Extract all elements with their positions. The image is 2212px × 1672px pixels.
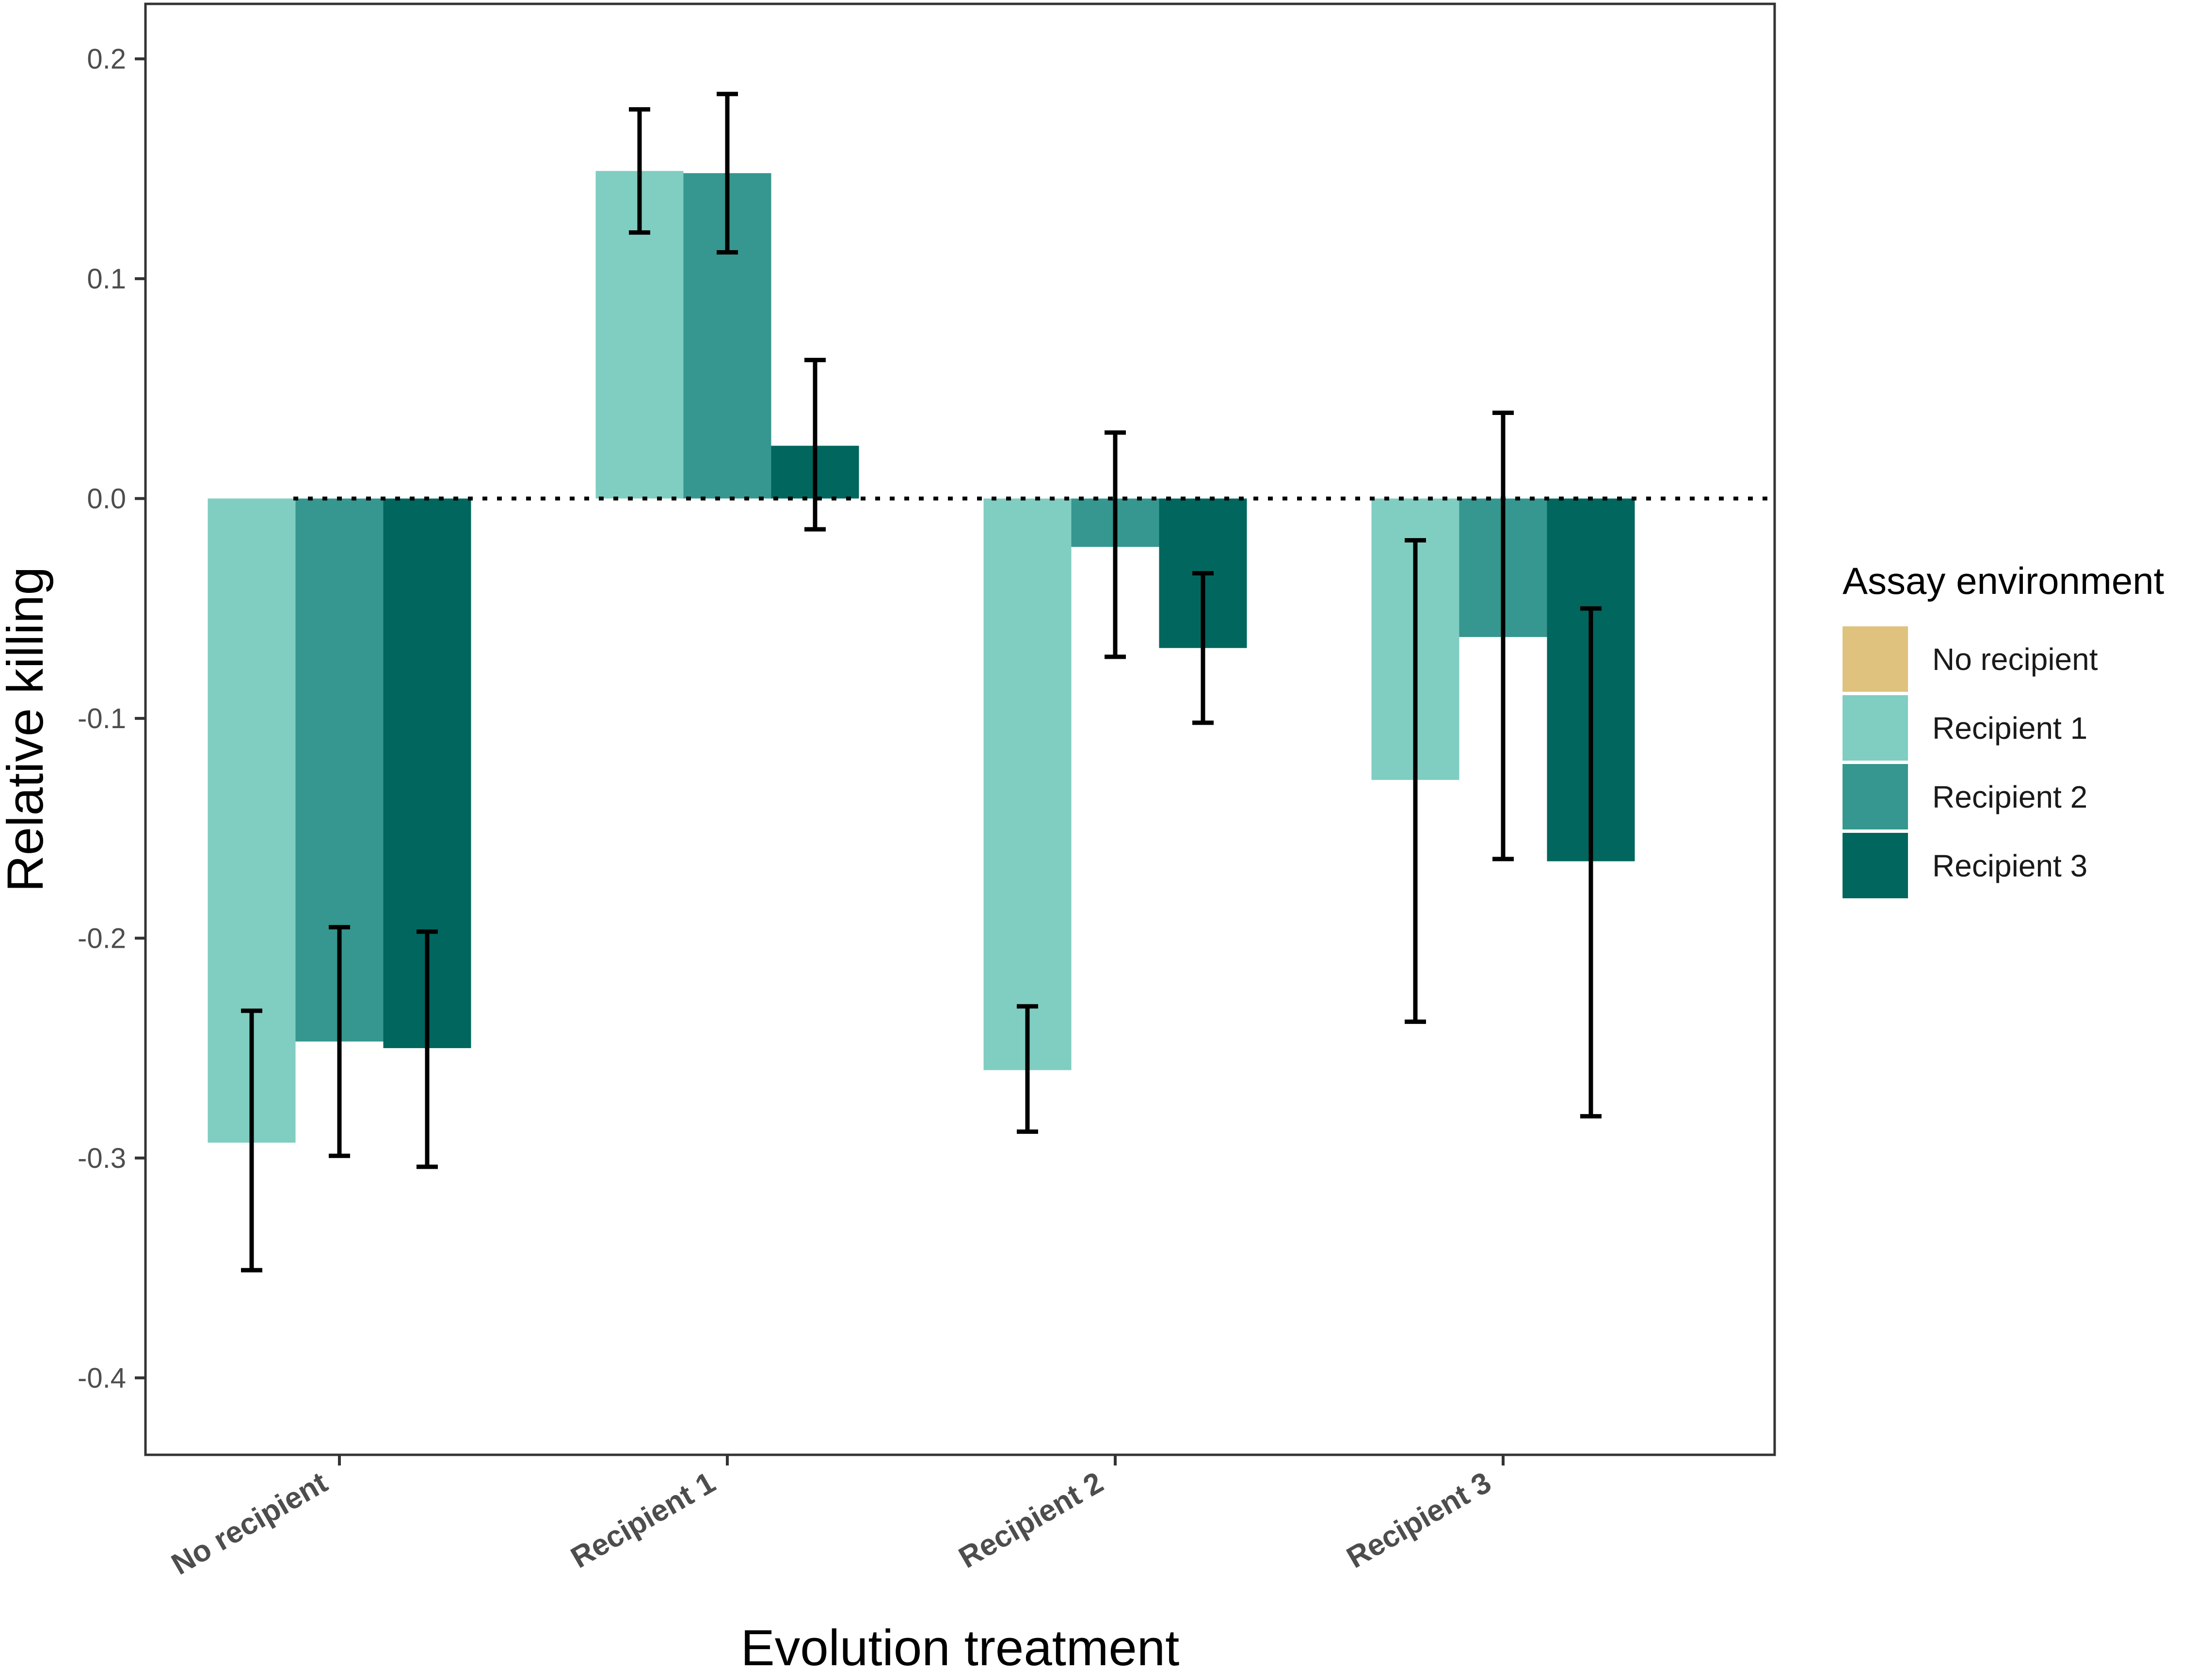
bar bbox=[983, 498, 1072, 1070]
y-tick-label: 0.2 bbox=[87, 43, 126, 75]
legend-label: Recipient 1 bbox=[1932, 711, 2087, 746]
error-bar bbox=[329, 925, 350, 1158]
error-bar bbox=[717, 92, 738, 255]
y-tick-label: -0.4 bbox=[78, 1362, 126, 1394]
legend-swatch bbox=[1843, 833, 1908, 898]
error-bar bbox=[1580, 606, 1602, 1119]
legend-swatch bbox=[1843, 626, 1908, 692]
y-axis-title: Relative killing bbox=[0, 567, 54, 892]
legend-item: No recipient bbox=[1843, 626, 2098, 692]
y-tick-label: -0.1 bbox=[78, 703, 126, 734]
legend-item: Recipient 3 bbox=[1843, 833, 2087, 898]
legend-swatch bbox=[1843, 764, 1908, 829]
error-bar bbox=[1192, 571, 1214, 725]
legend-label: Recipient 3 bbox=[1932, 848, 2087, 883]
error-bar bbox=[629, 107, 650, 235]
y-tick-label: 0.0 bbox=[87, 483, 126, 514]
legend-item: Recipient 2 bbox=[1843, 764, 2087, 829]
legend: Assay environment No recipient Recipient … bbox=[1843, 559, 2164, 898]
y-tick-label: 0.1 bbox=[87, 263, 126, 295]
error-bar bbox=[1105, 430, 1126, 659]
error-bar bbox=[241, 1008, 262, 1273]
error-bar bbox=[1017, 1004, 1038, 1134]
error-bar bbox=[417, 929, 438, 1169]
y-tick-label: -0.2 bbox=[78, 923, 126, 954]
error-bar bbox=[804, 358, 826, 532]
legend-label: Recipient 2 bbox=[1932, 780, 2087, 814]
legend-title: Assay environment bbox=[1843, 559, 2164, 602]
errorbars-layer bbox=[241, 92, 1602, 1273]
legend-item: Recipient 1 bbox=[1843, 695, 2087, 761]
plot-panel-border bbox=[144, 2, 1776, 1456]
error-bar bbox=[1492, 410, 1514, 861]
y-axis: 0.2 0.1 0.0 -0.1 -0.2 -0.3 -0.4 bbox=[78, 43, 145, 1394]
y-tick-label: -0.3 bbox=[78, 1143, 126, 1174]
legend-items: No recipient Recipient 1 Recipient 2 Recipi… bbox=[1843, 626, 2098, 898]
legend-label: No recipient bbox=[1932, 642, 2098, 677]
error-bar bbox=[1405, 538, 1426, 1024]
x-axis-title: Evolution treatment bbox=[741, 1620, 1180, 1672]
legend-swatch bbox=[1843, 695, 1908, 761]
